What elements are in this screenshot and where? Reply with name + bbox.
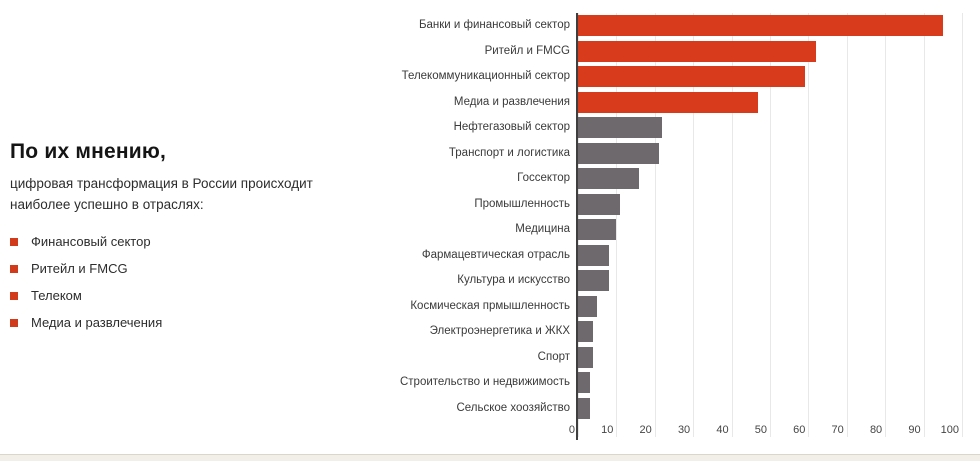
bar-row bbox=[578, 217, 962, 243]
bullet-label: Финансовый сектор bbox=[31, 234, 151, 249]
tick-label: 60 bbox=[793, 424, 806, 436]
category-label: Телекоммуникационный сектор bbox=[401, 70, 570, 82]
bar bbox=[578, 142, 659, 164]
tick-label: 30 bbox=[677, 424, 691, 436]
tick-label: 80 bbox=[869, 424, 883, 436]
category-label: Нефтегазовый сектор bbox=[453, 121, 570, 133]
bar-row bbox=[578, 90, 962, 116]
bar bbox=[578, 66, 805, 88]
tick-label: 100 bbox=[940, 424, 959, 436]
bar-row bbox=[578, 370, 962, 396]
bullet-label: Телеком bbox=[31, 288, 82, 303]
intro-line-2: наиболее успешно в отраслях: bbox=[10, 197, 204, 212]
gridline bbox=[808, 13, 810, 437]
bar bbox=[578, 193, 621, 215]
bar bbox=[578, 372, 590, 394]
category-label: Сельское хоозяйство bbox=[456, 401, 570, 414]
y-axis-line bbox=[576, 13, 578, 440]
bar-row bbox=[578, 319, 962, 345]
bar bbox=[578, 346, 594, 368]
gridline bbox=[962, 13, 963, 437]
bullet-square-icon bbox=[10, 318, 18, 327]
tick-label: 70 bbox=[831, 424, 844, 436]
plot-area bbox=[578, 13, 962, 421]
bar bbox=[578, 15, 943, 37]
gridline bbox=[885, 13, 887, 437]
bar bbox=[578, 91, 759, 113]
category-label: Медицина bbox=[515, 223, 570, 235]
bar bbox=[578, 168, 640, 190]
list-item: Телеком bbox=[10, 282, 402, 309]
bullet-square-icon bbox=[10, 264, 18, 273]
category-label: Транспорт и логистика bbox=[448, 146, 570, 159]
list-item: Медиа и развлечения bbox=[10, 309, 402, 336]
intro-title: По их мнению, bbox=[10, 140, 167, 163]
tick-label: 40 bbox=[716, 424, 729, 436]
bar-row bbox=[578, 294, 962, 320]
category-label: Медиа и развлечения bbox=[453, 95, 570, 108]
gridline bbox=[731, 13, 733, 437]
bar bbox=[578, 295, 598, 317]
bar bbox=[578, 117, 663, 139]
category-label: Ритейл и FMCG bbox=[484, 44, 570, 57]
tick-label: 0 bbox=[568, 424, 575, 436]
bar bbox=[578, 40, 817, 62]
gridline bbox=[654, 13, 656, 437]
bar-row bbox=[578, 268, 962, 294]
bar bbox=[578, 219, 617, 241]
gridline bbox=[846, 13, 848, 437]
tick-label: 90 bbox=[908, 424, 921, 436]
bullet-list: Финансовый сектор Ритейл и FMCG Телеком … bbox=[10, 228, 402, 336]
bar-row bbox=[578, 243, 962, 269]
bullet-square-icon bbox=[10, 237, 18, 246]
bar-row bbox=[578, 115, 962, 141]
gridline bbox=[616, 13, 618, 437]
tick-label: 50 bbox=[754, 424, 767, 436]
bar bbox=[578, 397, 590, 419]
category-label: Электроэнергетика и ЖКХ bbox=[429, 325, 570, 337]
tick-label: 10 bbox=[601, 424, 614, 436]
bar-row bbox=[578, 345, 962, 371]
intro-line-1: цифровая трансформация в России происход… bbox=[10, 176, 313, 191]
bar bbox=[578, 244, 609, 266]
x-axis-ticks: 0 10 20 30 40 50 60 70 80 90 100 bbox=[569, 424, 962, 438]
category-label: Космическая прмышленность bbox=[410, 299, 570, 312]
bar-row bbox=[578, 13, 962, 39]
intro-text-block: По их мнению, цифровая трансформация в Р… bbox=[10, 140, 402, 336]
bullet-label: Медиа и развлечения bbox=[31, 315, 163, 330]
list-item: Ритейл и FMCG bbox=[10, 255, 402, 282]
bar bbox=[578, 321, 594, 343]
footer-band bbox=[0, 454, 980, 461]
category-label: Культура и искусство bbox=[457, 274, 570, 286]
bar-row bbox=[578, 396, 962, 422]
list-item: Финансовый сектор bbox=[10, 228, 402, 255]
bullet-label: Ритейл и FMCG bbox=[31, 261, 128, 276]
bullet-square-icon bbox=[10, 291, 18, 300]
gridline bbox=[770, 13, 771, 437]
gridline bbox=[693, 13, 695, 437]
category-label: Спорт bbox=[537, 350, 570, 363]
bar-row bbox=[578, 64, 962, 90]
bar-row bbox=[578, 39, 962, 65]
category-label: Строительство и недвижимость bbox=[399, 376, 570, 388]
tick-label: 20 bbox=[639, 424, 652, 436]
category-label: Госсектор bbox=[517, 172, 570, 184]
bar-row bbox=[578, 166, 962, 192]
gridline bbox=[923, 13, 925, 437]
category-label: Банки и финансовый сектор bbox=[418, 19, 570, 31]
bar bbox=[578, 270, 609, 292]
category-label: Промышленность bbox=[474, 197, 570, 210]
bar-row bbox=[578, 192, 962, 218]
bar-row bbox=[578, 141, 962, 167]
category-label: Фармацевтическая отрасль bbox=[421, 248, 570, 261]
category-labels: Банки и финансовый сектор Ритейл и FMCG Те… bbox=[300, 13, 570, 421]
